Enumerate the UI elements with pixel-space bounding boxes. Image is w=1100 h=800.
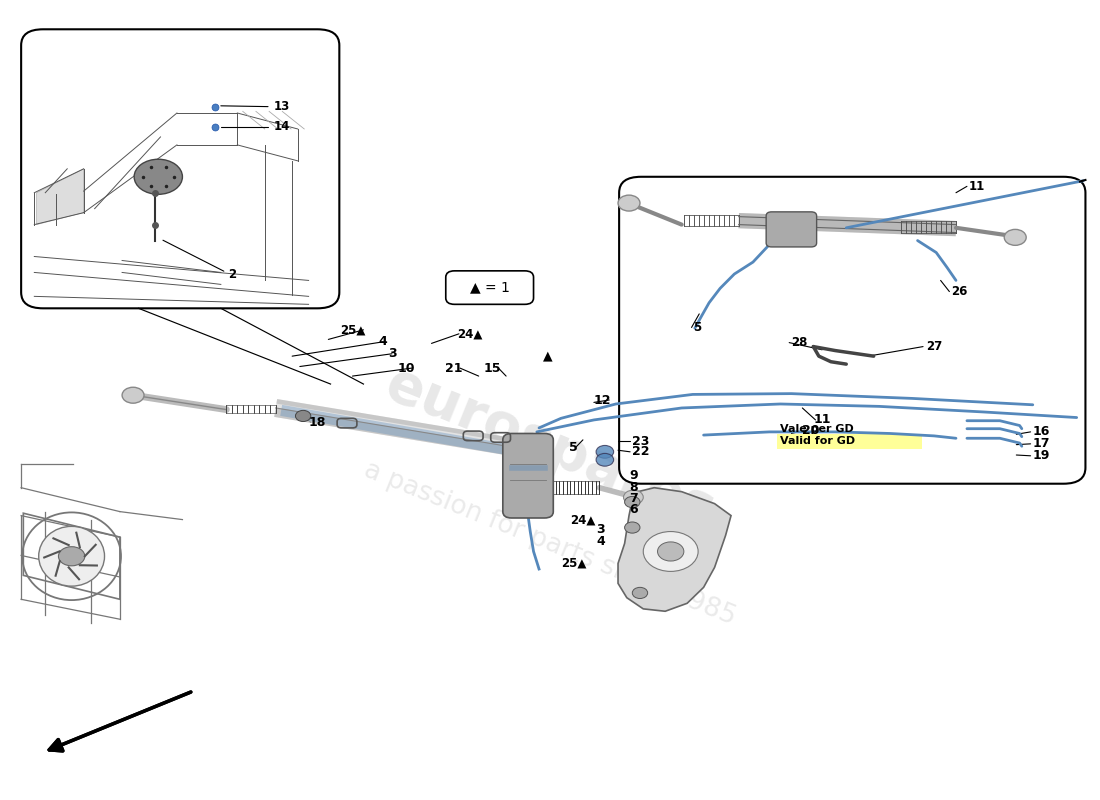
Circle shape xyxy=(596,454,614,466)
Text: 11: 11 xyxy=(813,414,830,426)
Text: 16: 16 xyxy=(1033,426,1050,438)
Text: 12: 12 xyxy=(594,394,612,406)
Text: 24▲: 24▲ xyxy=(456,327,482,340)
Circle shape xyxy=(625,497,640,508)
Text: 5: 5 xyxy=(693,321,701,334)
Text: Vale per GD: Vale per GD xyxy=(780,424,855,434)
Circle shape xyxy=(58,546,85,566)
Text: 19: 19 xyxy=(1033,450,1050,462)
Text: Valid for GD: Valid for GD xyxy=(780,437,856,446)
Text: 2: 2 xyxy=(229,268,236,282)
Text: ▲: ▲ xyxy=(543,350,552,362)
Text: 7: 7 xyxy=(629,492,638,506)
Text: 25▲: 25▲ xyxy=(561,557,586,570)
Polygon shape xyxy=(618,488,732,611)
Circle shape xyxy=(618,195,640,211)
Text: 3: 3 xyxy=(596,522,605,536)
Circle shape xyxy=(134,159,183,194)
Text: 4: 4 xyxy=(596,535,605,549)
FancyBboxPatch shape xyxy=(21,30,339,308)
Text: ▲ = 1: ▲ = 1 xyxy=(470,281,509,294)
Text: 18: 18 xyxy=(309,416,326,429)
Text: 25▲: 25▲ xyxy=(340,323,365,336)
Text: 20: 20 xyxy=(802,424,820,437)
Text: 28: 28 xyxy=(791,336,807,349)
Circle shape xyxy=(624,490,644,505)
Text: 14: 14 xyxy=(274,120,290,133)
FancyBboxPatch shape xyxy=(446,271,534,304)
Text: 5: 5 xyxy=(569,442,578,454)
Circle shape xyxy=(122,387,144,403)
Text: 6: 6 xyxy=(629,502,638,516)
FancyBboxPatch shape xyxy=(503,434,553,518)
Text: 3: 3 xyxy=(388,347,396,360)
Text: 11: 11 xyxy=(969,180,986,193)
FancyBboxPatch shape xyxy=(777,434,922,449)
Text: 27: 27 xyxy=(926,340,943,353)
Text: 4: 4 xyxy=(378,335,387,348)
Text: 24▲: 24▲ xyxy=(570,513,595,526)
Polygon shape xyxy=(36,169,84,225)
Text: 8: 8 xyxy=(629,481,638,494)
Text: a passion for parts since 1985: a passion for parts since 1985 xyxy=(360,457,740,630)
FancyBboxPatch shape xyxy=(619,177,1086,484)
Text: 21: 21 xyxy=(444,362,462,374)
Text: 23: 23 xyxy=(632,435,650,448)
Text: 13: 13 xyxy=(274,100,289,113)
Circle shape xyxy=(658,542,684,561)
Circle shape xyxy=(625,522,640,533)
Circle shape xyxy=(632,587,648,598)
Text: 10: 10 xyxy=(397,362,415,374)
FancyBboxPatch shape xyxy=(767,212,816,247)
Circle shape xyxy=(644,531,698,571)
Text: eurospares: eurospares xyxy=(377,357,723,538)
Text: 17: 17 xyxy=(1033,438,1050,450)
Text: 9: 9 xyxy=(629,470,638,482)
Circle shape xyxy=(1004,230,1026,246)
Circle shape xyxy=(596,446,614,458)
Text: 15: 15 xyxy=(483,362,500,374)
Ellipse shape xyxy=(39,526,104,586)
Circle shape xyxy=(296,410,311,422)
Text: 26: 26 xyxy=(952,285,968,298)
Text: 22: 22 xyxy=(632,446,650,458)
